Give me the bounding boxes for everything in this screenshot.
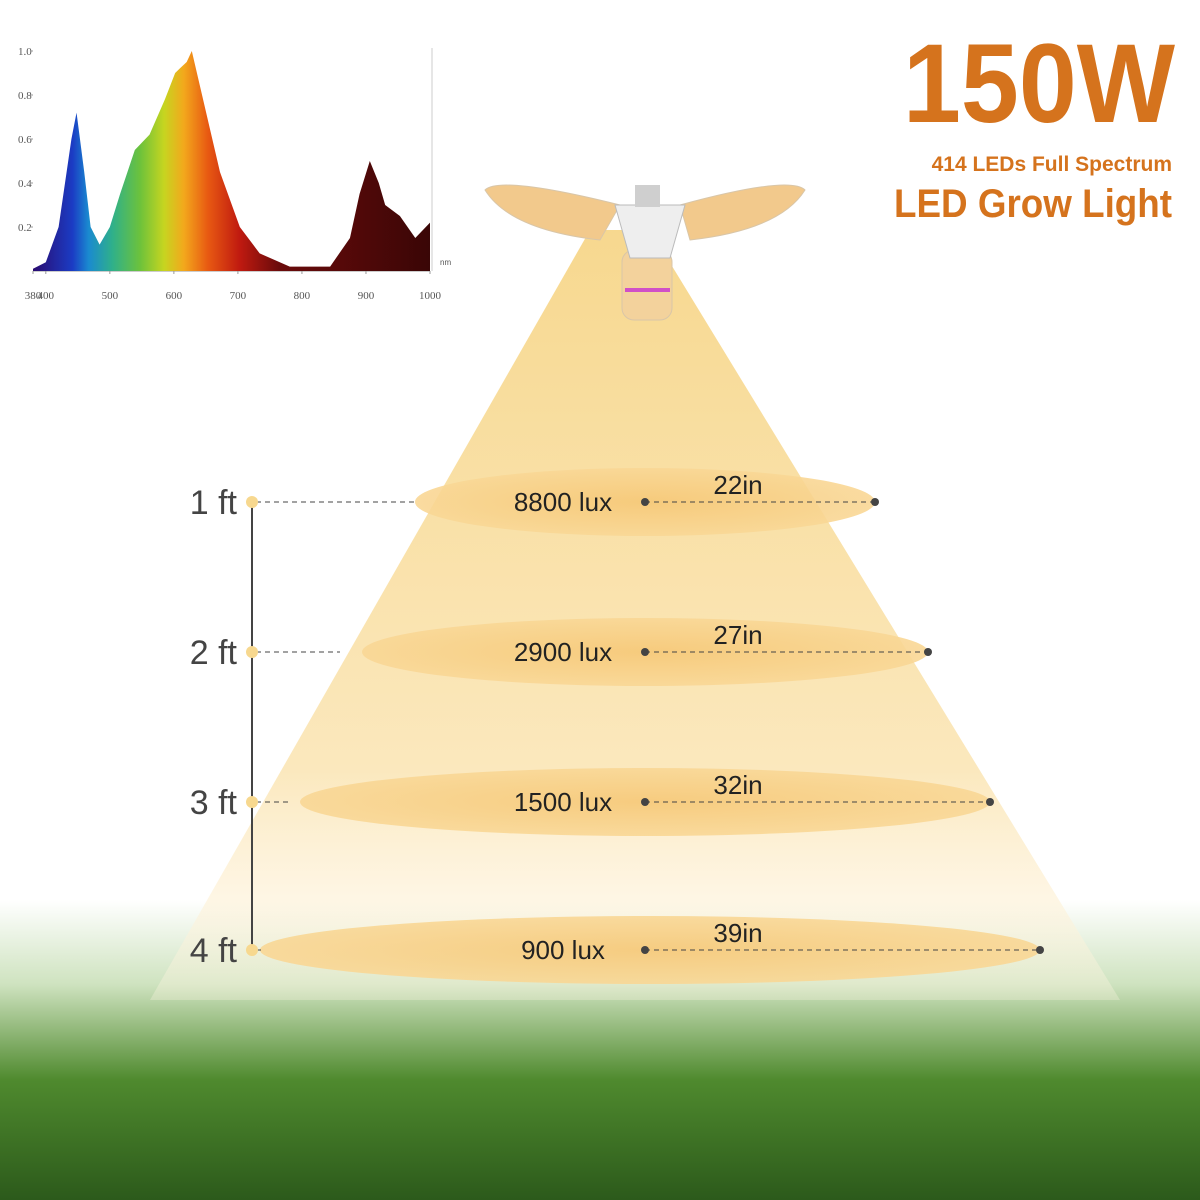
- title: 150W: [903, 21, 1175, 146]
- x-tick-label: 600: [166, 290, 183, 302]
- spread-dot: [641, 498, 649, 506]
- y-tick-label: 0.2: [18, 222, 32, 234]
- lux-label: 2900 lux: [514, 637, 612, 667]
- lux-label: 1500 lux: [514, 787, 612, 817]
- x-unit: nm: [440, 258, 451, 267]
- x-tick-label: 400: [38, 290, 55, 302]
- spectrum-area: [33, 51, 430, 271]
- product-name: LED Grow Light: [894, 182, 1172, 226]
- height-label: 2 ft: [190, 634, 238, 672]
- x-tick-label: 500: [102, 290, 119, 302]
- x-tick-label: 900: [358, 290, 375, 302]
- height-dot: [246, 796, 258, 808]
- spread-label: 22in: [713, 470, 762, 500]
- x-tick-label: 800: [294, 290, 311, 302]
- y-tick-label: 1.0: [18, 46, 32, 58]
- lamp: [484, 184, 806, 321]
- spread-dot: [986, 798, 994, 806]
- spread-dot: [641, 798, 649, 806]
- height-dot: [246, 496, 258, 508]
- spread-label: 39in: [713, 918, 762, 948]
- spread-label: 27in: [713, 620, 762, 650]
- y-tick-label: 0.6: [18, 134, 32, 146]
- x-tick-label: 1000: [419, 290, 442, 302]
- lux-label: 8800 lux: [514, 487, 612, 517]
- x-tick-label: 380: [25, 290, 42, 302]
- spread-dot: [641, 648, 649, 656]
- subtitle: 414 LEDs Full Spectrum: [932, 153, 1172, 176]
- height-label: 3 ft: [190, 784, 238, 822]
- height-dot: [246, 944, 258, 956]
- spread-dot: [1036, 946, 1044, 954]
- spread-dot: [641, 946, 649, 954]
- height-label: 1 ft: [190, 484, 238, 522]
- x-tick-label: 700: [230, 290, 247, 302]
- height-label: 4 ft: [190, 932, 238, 970]
- lux-label: 900 lux: [521, 935, 605, 965]
- height-dot: [246, 646, 258, 658]
- y-tick-label: 0.8: [18, 90, 32, 102]
- spread-dot: [924, 648, 932, 656]
- y-tick-label: 0.4: [18, 178, 32, 190]
- spread-dot: [871, 498, 879, 506]
- spread-label: 32in: [713, 770, 762, 800]
